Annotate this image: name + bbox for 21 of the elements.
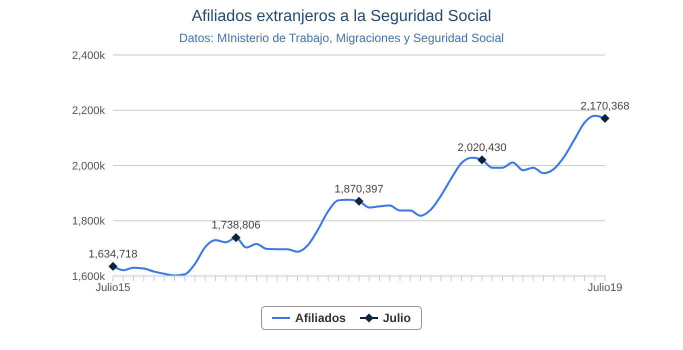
chart-subtitle: Datos: MInisterio de Trabajo, Migraciones y Seguridad Social	[178, 31, 505, 45]
data-label: 1,634,718	[88, 248, 138, 260]
legend-label: Afiliados	[295, 311, 346, 325]
y-tick-label: 1,800k	[72, 216, 106, 228]
legend-label: Julio	[382, 311, 411, 325]
y-tick-label: 1,600k	[72, 270, 106, 283]
point	[600, 114, 610, 123]
x-tick-label: Julio19	[588, 282, 622, 294]
point	[232, 233, 240, 242]
data-label: 2,020,430	[458, 142, 506, 154]
y-tick-label: 2,200k	[72, 105, 106, 118]
x-tick-label: Julio15	[96, 282, 130, 294]
y-tick-label: 2,000k	[72, 160, 106, 172]
data-label: 2,170,368	[580, 100, 630, 112]
chart-title: Afiliados extranjeros a la Seguridad Social	[190, 8, 492, 26]
point	[354, 196, 364, 206]
data-label: 1,738,806	[212, 220, 260, 232]
y-tick-label: 2,400k	[72, 50, 106, 62]
point	[478, 155, 486, 164]
point	[108, 262, 118, 271]
data-label: 1,870,397	[334, 183, 384, 196]
